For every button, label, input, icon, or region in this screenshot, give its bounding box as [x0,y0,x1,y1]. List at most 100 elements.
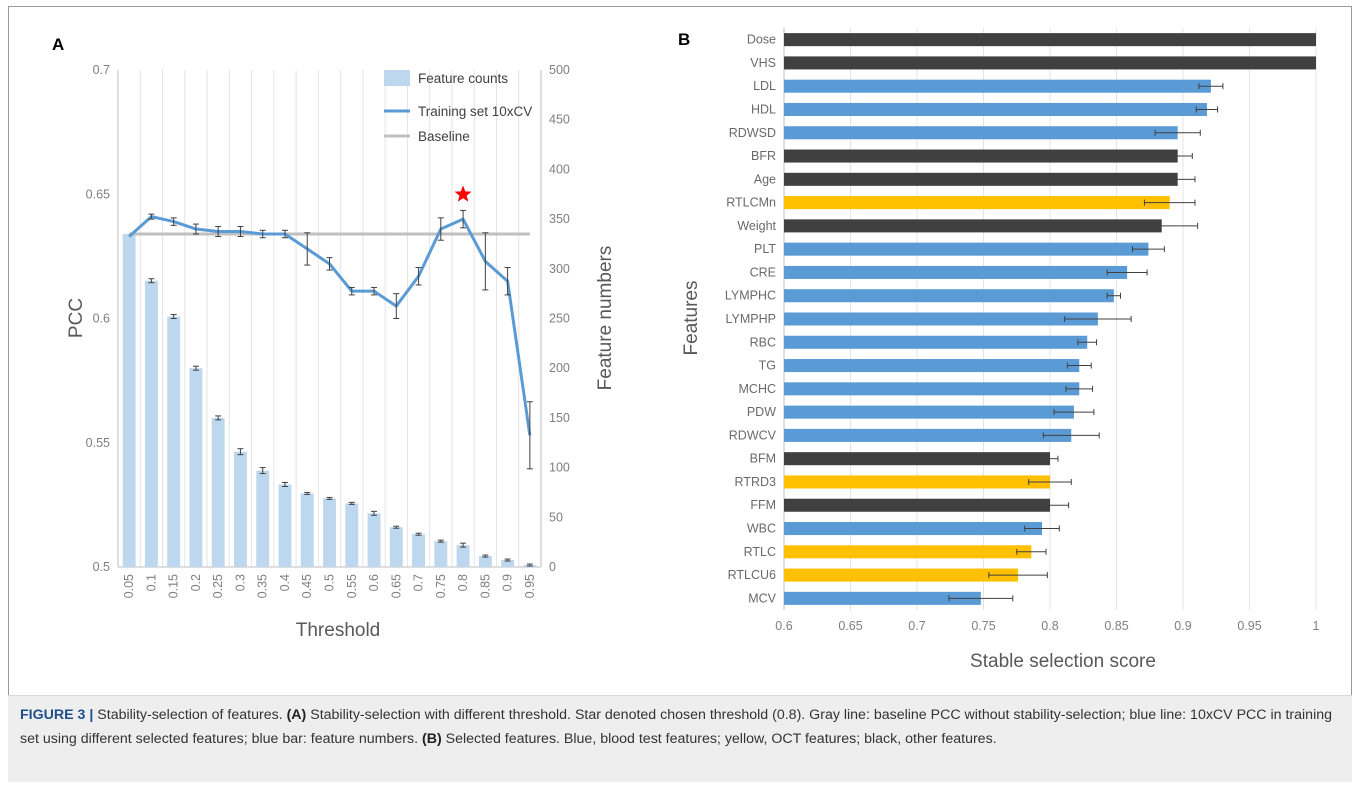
feature-label: WBC [747,522,776,536]
feature-bar [784,545,1032,559]
x-tick-label: 0.9 [501,574,515,591]
feature-label: RTLCMn [726,196,776,210]
y-left-tick-label: 0.6 [93,312,110,326]
feature-bar [784,149,1178,163]
panel-b-chart: Dose VHS LDL HDL RDWSD BFR Age RTLCMn Weight PLT C… [681,28,1320,672]
x-tick-label: 0.65 [389,574,403,598]
bar-feature-count [412,534,426,567]
y-axis-title: Features [681,281,702,356]
x-tick-label: 0.65 [838,619,862,633]
feature-bar [784,289,1114,303]
bar-feature-count [434,541,448,567]
x-tick-label: 0.75 [971,619,995,633]
x-tick-label: 0.5 [323,574,337,591]
feature-bar [784,33,1316,47]
bar-feature-count [256,470,270,567]
panel-a-tag: A [52,35,64,54]
feature-label: TG [759,359,776,373]
x-tick-label: 0.35 [256,574,270,598]
bar-feature-count [278,484,292,567]
feature-label: MCHC [739,382,777,396]
feature-bar [784,102,1207,116]
feature-bar [784,335,1088,349]
feature-label: VHS [750,56,776,70]
feature-bar [784,172,1178,186]
panel-a-chart: 0.5 0.55 0.6 0.65 0.7 0 50 100 150 200 250 300 350 40… [66,63,616,641]
x-tick-label: 0.7 [908,619,925,633]
caption-a-tag: (A) [286,707,307,723]
bar-feature-count [189,368,203,567]
bar-feature-count [345,503,359,567]
legend-label-baseline: Baseline [418,129,470,144]
x-tick-label: 1 [1313,619,1320,633]
legend-label-bars: Feature counts [418,71,508,86]
feature-bar [784,219,1162,233]
feature-bar [784,359,1080,373]
x-tick-label: 0.3 [233,574,247,591]
bar-feature-count [211,417,225,567]
panel-b-tag: B [678,30,690,49]
y-right-tick-label: 0 [549,560,556,574]
y-left-tick-label: 0.5 [93,560,110,574]
x-tick-label: 0.1 [144,574,158,591]
caption-a-text: Stability-selection with different thres… [20,707,1332,747]
feature-bar [784,196,1170,210]
feature-bar [784,79,1211,93]
bar-feature-count [367,513,381,567]
feature-bar [784,428,1072,442]
x-tick-label: 0.6 [367,574,381,591]
feature-label: BFR [751,149,776,163]
chosen-threshold-star [454,185,472,202]
feature-label: PDW [747,405,776,419]
feature-label: Weight [737,219,776,233]
x-tick-label: 0.8 [1041,619,1058,633]
feature-label: RDWCV [729,428,777,442]
x-tick-label: 0.85 [1104,619,1128,633]
figure-caption: FIGURE 3 | Stability-selection of featur… [8,695,1352,782]
x-tick-label: 0.95 [1237,619,1261,633]
feature-bar [784,405,1074,419]
x-tick-label: 0.9 [1174,619,1191,633]
feature-label: RTRD3 [735,475,776,489]
feature-bar [784,568,1019,582]
x-axis-title: Threshold [296,620,381,641]
feature-label: LYMPHP [726,312,776,326]
legend-label-line: Training set 10xCV [418,104,532,119]
y-right-tick-label: 400 [549,162,570,176]
feature-bar [784,242,1149,256]
y-right-tick-label: 300 [549,262,570,276]
x-tick-label: 0.85 [478,574,492,598]
caption-b-tag: (B) [421,731,442,747]
x-tick-label: 0.05 [122,574,136,598]
feature-label: Dose [747,33,776,47]
feature-label: RTLC [744,545,776,559]
feature-label: RDWSD [729,126,776,140]
legend-swatch-bars [384,70,410,86]
y-right-tick-label: 250 [549,312,570,326]
feature-bar [784,56,1316,70]
y-right-tick-label: 500 [549,63,570,77]
bar-feature-count [323,498,336,567]
feature-bar [784,498,1050,512]
bar-feature-count [144,280,158,567]
feature-label: MCV [748,591,776,605]
feature-label: LYMPHC [725,289,776,303]
bar-feature-count [501,560,515,567]
y-left-tick-label: 0.55 [86,436,110,450]
feature-label: HDL [751,102,776,116]
y-left-tick-label: 0.7 [93,63,110,77]
feature-label: BFM [750,452,776,466]
caption-figure-label: FIGURE 3 | [20,707,94,723]
bar-feature-count [456,545,470,567]
feature-label: RBC [750,335,776,349]
y-right-tick-label: 150 [549,411,570,425]
x-tick-label: 0.4 [278,574,292,591]
feature-bar [784,522,1043,536]
x-tick-label: 0.7 [412,574,426,591]
x-tick-label: 0.2 [189,574,203,591]
bar-feature-count [478,556,492,567]
bar-feature-count [233,451,247,567]
x-tick-label: 0.45 [300,574,314,598]
caption-title: Stability-selection of features. [97,707,283,723]
